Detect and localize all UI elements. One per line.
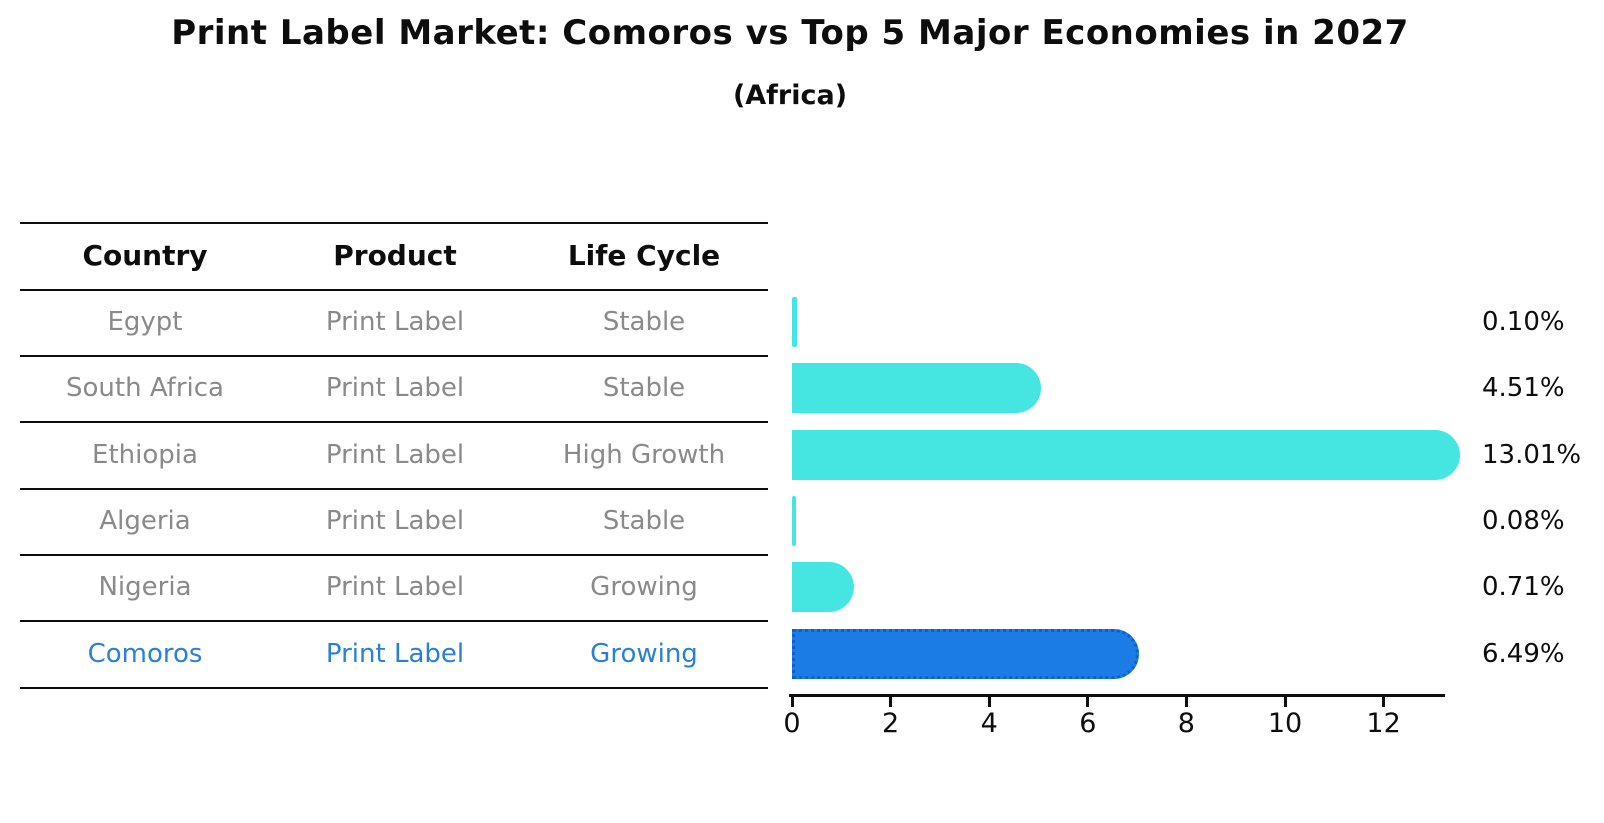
bar-south-africa [792, 363, 1041, 413]
axis-tick [1184, 697, 1188, 707]
bar-ethiopia [792, 429, 1460, 480]
axis-tick-label: 2 [882, 708, 900, 739]
table-row-ethiopia: Ethiopia Print Label High Growth [20, 421, 768, 488]
cell-country: Comoros [87, 638, 203, 669]
value-label-algeria: 0.08% [1482, 506, 1565, 536]
column-header-product: Product [333, 239, 457, 272]
table-row-algeria: Algeria Print Label Stable [20, 488, 768, 554]
table-header-row: Country Product Life Cycle [20, 222, 768, 289]
value-label-south-africa: 4.51% [1482, 373, 1565, 403]
table-rule [20, 355, 768, 357]
value-label-nigeria: 0.71% [1482, 572, 1565, 602]
column-header-country: Country [82, 239, 208, 272]
bar-algeria [792, 496, 796, 546]
cell-country: South Africa [66, 373, 224, 403]
axis-tick-label: 12 [1366, 708, 1401, 739]
value-label-egypt: 0.10% [1482, 307, 1565, 337]
table-rule [20, 554, 768, 556]
axis-tick-label: 8 [1177, 708, 1195, 739]
cell-life-cycle: Stable [602, 506, 686, 536]
axis-tick [987, 697, 991, 707]
bar-nigeria [792, 562, 854, 612]
bar-comoros [792, 628, 1139, 679]
chart-title: Print Label Market: Comoros vs Top 5 Maj… [171, 13, 1409, 53]
axis-tick-label: 10 [1267, 708, 1303, 739]
cell-life-cycle: Stable [602, 307, 686, 337]
chart-subtitle: (Africa) [732, 80, 848, 111]
table-rule [20, 222, 768, 224]
axis-tick-label: 4 [980, 708, 998, 739]
table-row-nigeria: Nigeria Print Label Growing [20, 554, 768, 620]
cell-country: Nigeria [98, 572, 192, 602]
cell-country: Ethiopia [92, 439, 198, 470]
cell-product: Print Label [325, 439, 465, 470]
cell-product: Print Label [325, 572, 465, 602]
table-rule [20, 289, 768, 291]
table-row-south-africa: South Africa Print Label Stable [20, 355, 768, 421]
cell-life-cycle: Growing [590, 572, 698, 602]
table-row-egypt: Egypt Print Label Stable [20, 289, 768, 355]
axis-tick-label: 6 [1079, 708, 1097, 739]
column-header-life-cycle: Life Cycle [567, 239, 721, 272]
table-row-comoros: Comoros Print Label Growing [20, 620, 768, 687]
table-rule [20, 687, 768, 689]
value-label-ethiopia: 13.01% [1482, 439, 1582, 470]
axis-tick-label: 0 [783, 708, 801, 739]
x-axis-line [789, 694, 1445, 697]
cell-country: Algeria [99, 506, 191, 536]
table-rule [20, 488, 768, 490]
cell-product: Print Label [325, 307, 465, 337]
table-rule [20, 620, 768, 622]
axis-tick [1283, 697, 1287, 707]
cell-product: Print Label [325, 373, 465, 403]
axis-tick [790, 697, 794, 707]
axis-tick [889, 697, 893, 707]
table-rule [20, 421, 768, 423]
cell-country: Egypt [107, 307, 183, 337]
axis-tick [1086, 697, 1090, 707]
cell-life-cycle: Stable [602, 373, 686, 403]
bar-egypt [792, 297, 797, 347]
cell-life-cycle: High Growth [562, 439, 726, 470]
cell-product: Print Label [325, 506, 465, 536]
value-label-comoros: 6.49% [1482, 638, 1565, 669]
cell-life-cycle: Growing [590, 638, 698, 669]
cell-product: Print Label [325, 638, 465, 669]
axis-tick [1382, 697, 1386, 707]
